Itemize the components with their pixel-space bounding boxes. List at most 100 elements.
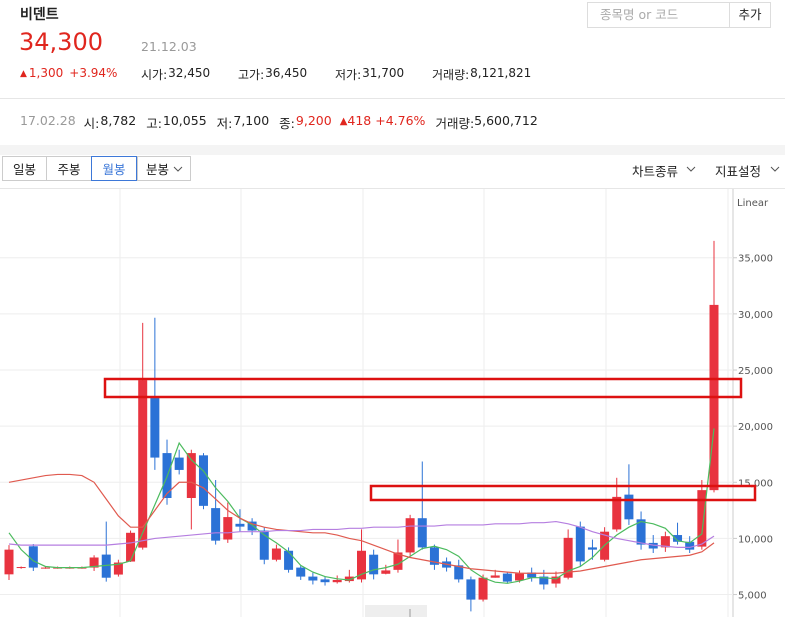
y-tick-label: 35,000: [738, 254, 773, 265]
moving-average: [8, 428, 715, 584]
tab[interactable]: 주봉: [46, 156, 92, 181]
tab[interactable]: 월봉: [91, 156, 137, 181]
change: ▲ 1,300 +3.94%: [20, 66, 117, 83]
tab-chevron: [173, 166, 183, 172]
candle-body: [575, 526, 585, 562]
add-button[interactable]: 추가: [730, 2, 771, 28]
annotation-box: [103, 377, 743, 399]
hover-item-value: 7,100: [233, 113, 270, 128]
stock-name: 비덴트: [20, 7, 59, 23]
candle-body: [478, 577, 488, 600]
candle-body: [174, 457, 184, 470]
candle-body: [211, 508, 221, 541]
hover-volume: 5,600,712: [474, 113, 538, 128]
stat: 시가: 32,450: [141, 66, 210, 83]
search-input[interactable]: 종목명 or 코드: [587, 2, 730, 28]
scale-label: Linear: [737, 198, 769, 209]
candle-body: [685, 541, 695, 550]
candle-body: [138, 380, 148, 548]
candle-body: [332, 579, 342, 583]
candle-body: [454, 565, 464, 580]
candle-body: [101, 554, 111, 578]
hover-change: 418: [347, 113, 372, 128]
candle-body: [28, 546, 38, 568]
candle-body: [223, 517, 233, 540]
hover-item-value: 8,782: [100, 113, 137, 128]
stat-label: 저가:: [335, 68, 362, 82]
candle-body: [357, 550, 366, 580]
candle-body: [16, 567, 26, 569]
candle-body: [126, 532, 136, 562]
stat-value: 36,450: [265, 66, 308, 80]
menu-indicators[interactable]: 지표설정: [715, 164, 762, 179]
candle-body: [515, 573, 525, 581]
candle-body: [320, 579, 330, 583]
y-tick-label: 10,000: [738, 534, 773, 545]
hover-arrow: ▲: [339, 116, 348, 127]
hover-bar: 17.02.28 시: 8,782 고: 10,055 저: 7,100 종: 9,200 ▲…: [20, 113, 538, 132]
divider: [0, 188, 785, 189]
candle-body: [259, 530, 269, 560]
hover-item-value: 10,055: [162, 113, 207, 128]
candle-body: [624, 494, 634, 520]
candle-body: [587, 547, 597, 550]
hover-item: 시: 8,782: [84, 113, 137, 132]
y-tick-label: 20,000: [738, 422, 773, 433]
tab[interactable]: 분봉: [137, 156, 191, 181]
annotation-box: [369, 484, 757, 502]
hover-item-label: 종:: [279, 116, 295, 131]
candle-body: [393, 552, 403, 570]
candle-body: [235, 523, 245, 527]
candle-body: [296, 567, 306, 577]
hover-change-pct: +4.76%: [375, 113, 426, 128]
y-tick-label: 30,000: [738, 310, 773, 321]
candle-body: [198, 455, 208, 506]
candle-body: [89, 557, 99, 568]
candle-body: [551, 576, 561, 584]
menu-chevron: [686, 166, 696, 172]
candle-body: [40, 567, 50, 569]
tab[interactable]: 일봉: [2, 156, 47, 181]
candle-body: [673, 535, 683, 542]
hover-item-value: 9,200: [295, 113, 332, 128]
candle-body: [429, 547, 439, 565]
price: 34,300: [19, 28, 103, 56]
moving-average: [8, 520, 715, 548]
stat-value: 8,121,821: [470, 66, 532, 80]
candle-body: [113, 562, 123, 575]
hover-item-label: 저:: [216, 116, 233, 131]
candle-body: [563, 537, 573, 578]
candle-body: [344, 576, 354, 582]
candle-body: [150, 398, 160, 458]
hover-items: 시: 8,782 고: 10,055 저: 7,100 종: 9,200: [84, 113, 332, 132]
candle-body: [527, 572, 537, 578]
change-value: 1,300: [28, 66, 64, 80]
candle-body: [539, 576, 549, 585]
hover-item-label: 시:: [83, 116, 100, 131]
menu-chart-type[interactable]: 차트종류: [632, 164, 679, 179]
y-tick-label: 25,000: [738, 366, 773, 377]
candle-body: [417, 518, 427, 548]
candle-body: [612, 496, 622, 530]
candle-body: [502, 573, 512, 582]
candle-body: [636, 519, 646, 545]
hover-date: 17.02.28: [20, 113, 76, 128]
moving-average: [8, 473, 715, 574]
stat-value: 32,450: [168, 66, 211, 80]
change-arrow: ▲: [20, 69, 27, 79]
candle-body: [697, 490, 707, 547]
chart: Linear 5,000 10,000 15,000 20,000 25,000 30,0…: [0, 189, 773, 617]
hover-item: 종: 9,200: [279, 113, 332, 132]
band: [0, 145, 785, 155]
hover-volume-label: 거래량:: [435, 116, 475, 131]
change-pct: +3.94%: [69, 66, 118, 80]
price-date: 21.12.03: [141, 39, 197, 54]
scroll-thumb[interactable]: [365, 605, 427, 617]
candle-body: [381, 570, 391, 574]
stat: 저가: 31,700: [335, 66, 404, 83]
y-tick-label: 5,000: [738, 591, 767, 602]
candle-body: [466, 579, 476, 600]
candle-body: [247, 521, 257, 531]
time-grid: [119, 189, 729, 617]
